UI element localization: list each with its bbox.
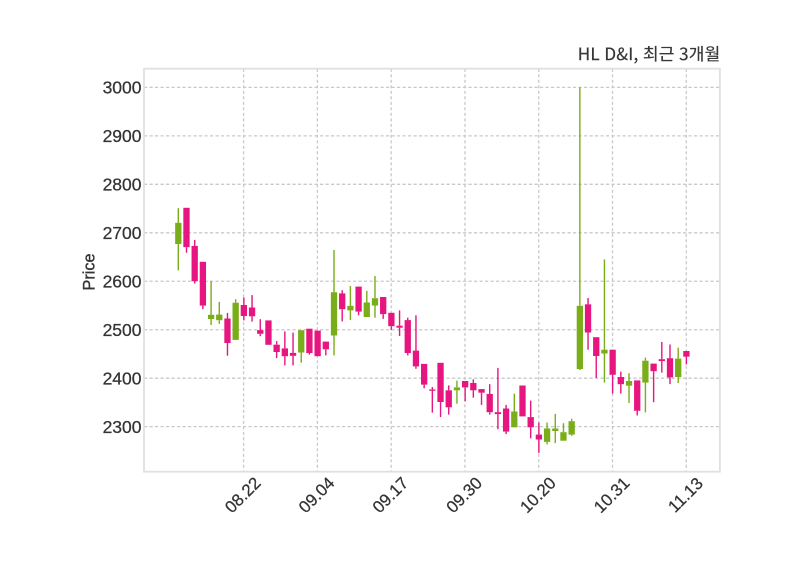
svg-text:2600: 2600 [103, 271, 142, 291]
svg-text:2500: 2500 [103, 320, 142, 340]
svg-text:2700: 2700 [103, 223, 142, 243]
svg-text:2400: 2400 [103, 368, 142, 388]
svg-text:2300: 2300 [103, 417, 142, 437]
svg-text:2900: 2900 [103, 126, 142, 146]
svg-text:Price: Price [81, 254, 99, 291]
svg-text:3000: 3000 [103, 78, 142, 98]
svg-text:2800: 2800 [103, 174, 142, 194]
